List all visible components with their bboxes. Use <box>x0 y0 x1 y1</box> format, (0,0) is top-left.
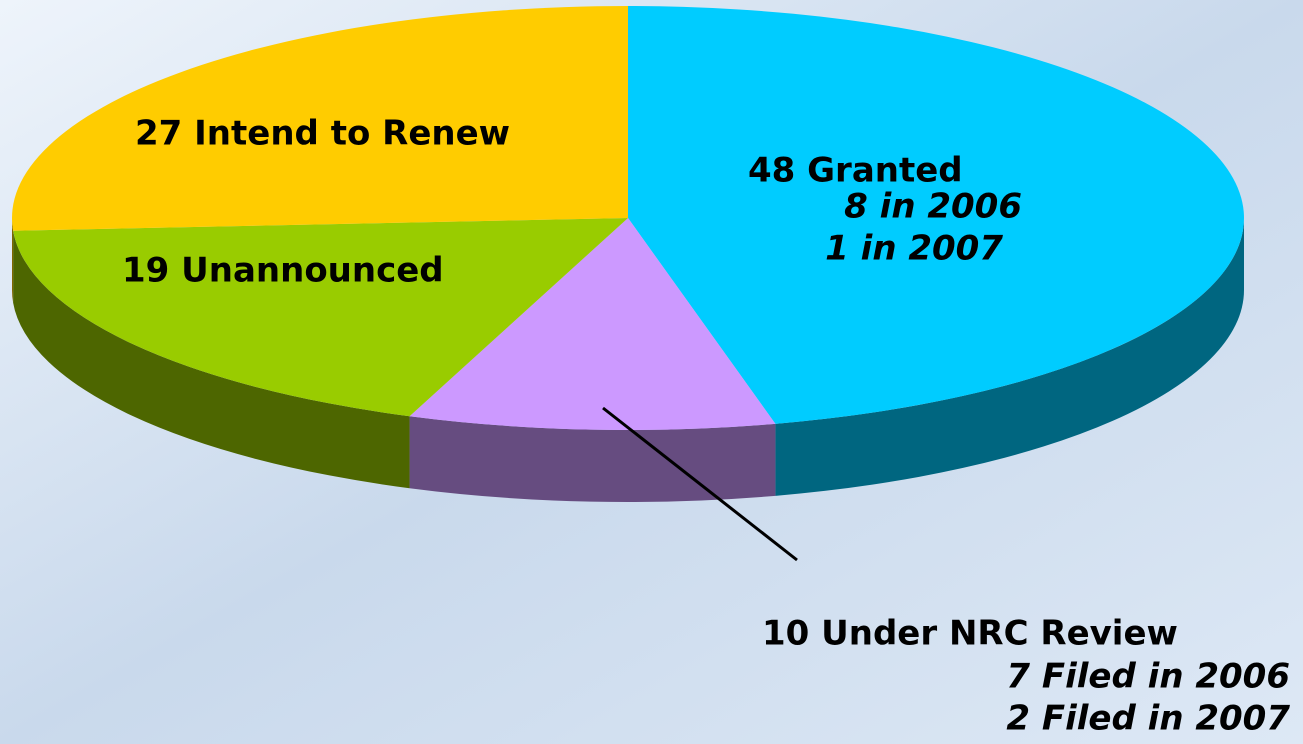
slice-detail: 1 in 2007 <box>825 229 1003 269</box>
slice <box>11 6 628 231</box>
slice <box>409 218 776 430</box>
slice <box>13 218 629 417</box>
slice-label: 48 Granted <box>748 151 963 191</box>
slice <box>628 6 1245 424</box>
slice-detail: 2 Filed in 2007 <box>1006 699 1290 739</box>
slice-detail: 8 in 2006 <box>844 187 1022 227</box>
slice-label: 10 Under NRC Review <box>762 614 1178 654</box>
slice-side <box>775 218 1244 496</box>
slice-label: 27 Intend to Renew <box>135 114 510 154</box>
slice-side <box>13 230 410 489</box>
slice-label: 19 Unannounced <box>122 251 444 291</box>
slice-detail: 7 Filed in 2006 <box>1006 657 1290 697</box>
leader-line <box>602 406 798 562</box>
slice-side <box>409 416 776 502</box>
slice-side <box>12 218 14 303</box>
